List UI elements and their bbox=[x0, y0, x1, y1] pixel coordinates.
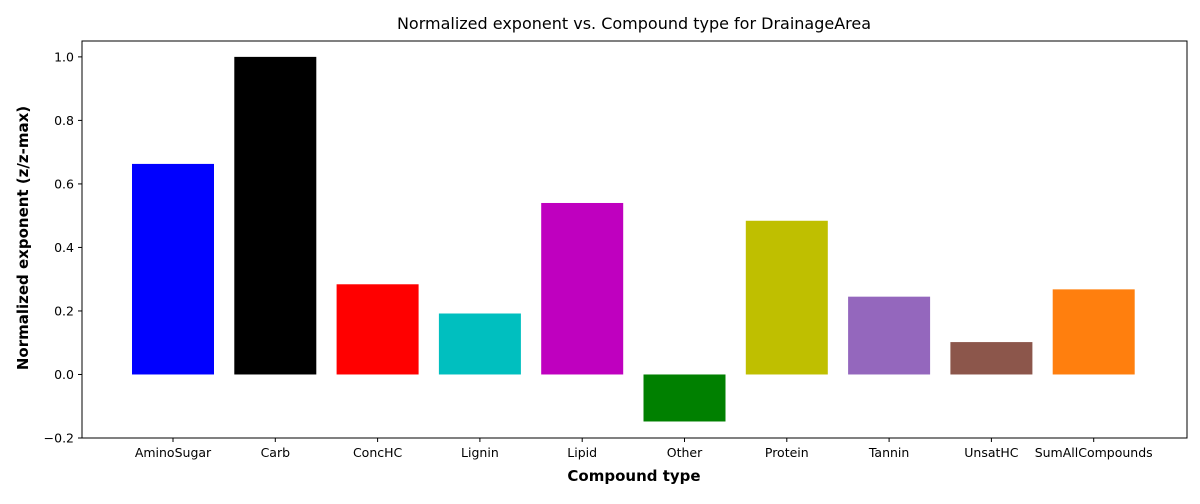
y-tick-label: 0.2 bbox=[54, 303, 74, 318]
x-tick-label: Other bbox=[667, 445, 703, 460]
x-tick-label: Tannin bbox=[868, 445, 909, 460]
y-tick-label: 0.0 bbox=[54, 367, 74, 382]
bar-lipid bbox=[541, 202, 624, 375]
bars-layer bbox=[132, 56, 1135, 422]
x-axis-label: Compound type bbox=[567, 467, 700, 485]
bar-lignin bbox=[438, 313, 521, 375]
bar-protein bbox=[745, 220, 828, 375]
x-tick-label: Lipid bbox=[567, 445, 597, 460]
chart-title: Normalized exponent vs. Compound type fo… bbox=[397, 14, 871, 33]
y-tick-label: 0.6 bbox=[54, 176, 74, 191]
y-axis-label: Normalized exponent (z/z-max) bbox=[14, 106, 32, 370]
bar-aminosugar bbox=[132, 163, 214, 375]
y-tick-label: 0.8 bbox=[54, 113, 74, 128]
x-tick-label: Lignin bbox=[461, 445, 499, 460]
y-tick-label: 0.4 bbox=[54, 240, 74, 255]
x-tick-label: UnsatHC bbox=[964, 445, 1019, 460]
y-tick-label: 1.0 bbox=[54, 49, 74, 64]
x-tick-label: AminoSugar bbox=[135, 445, 212, 460]
plot-frame bbox=[81, 40, 1188, 439]
bar-conchc bbox=[336, 284, 419, 375]
y-tick-label: −0.2 bbox=[44, 431, 74, 446]
ticks-layer: AminoSugar Carb ConcHC Lignin Lipid Other Prot… bbox=[44, 49, 1153, 460]
bar-tannin bbox=[848, 296, 931, 375]
x-tick-label: SumAllCompounds bbox=[1035, 445, 1153, 460]
bar-other bbox=[643, 374, 726, 422]
bar-sumallcompounds bbox=[1052, 289, 1135, 375]
bar-unsathc bbox=[950, 342, 1033, 375]
x-tick-label: Protein bbox=[765, 445, 809, 460]
bar-carb bbox=[234, 56, 317, 375]
x-tick-label: ConcHC bbox=[353, 445, 403, 460]
x-tick-label: Carb bbox=[261, 445, 291, 460]
